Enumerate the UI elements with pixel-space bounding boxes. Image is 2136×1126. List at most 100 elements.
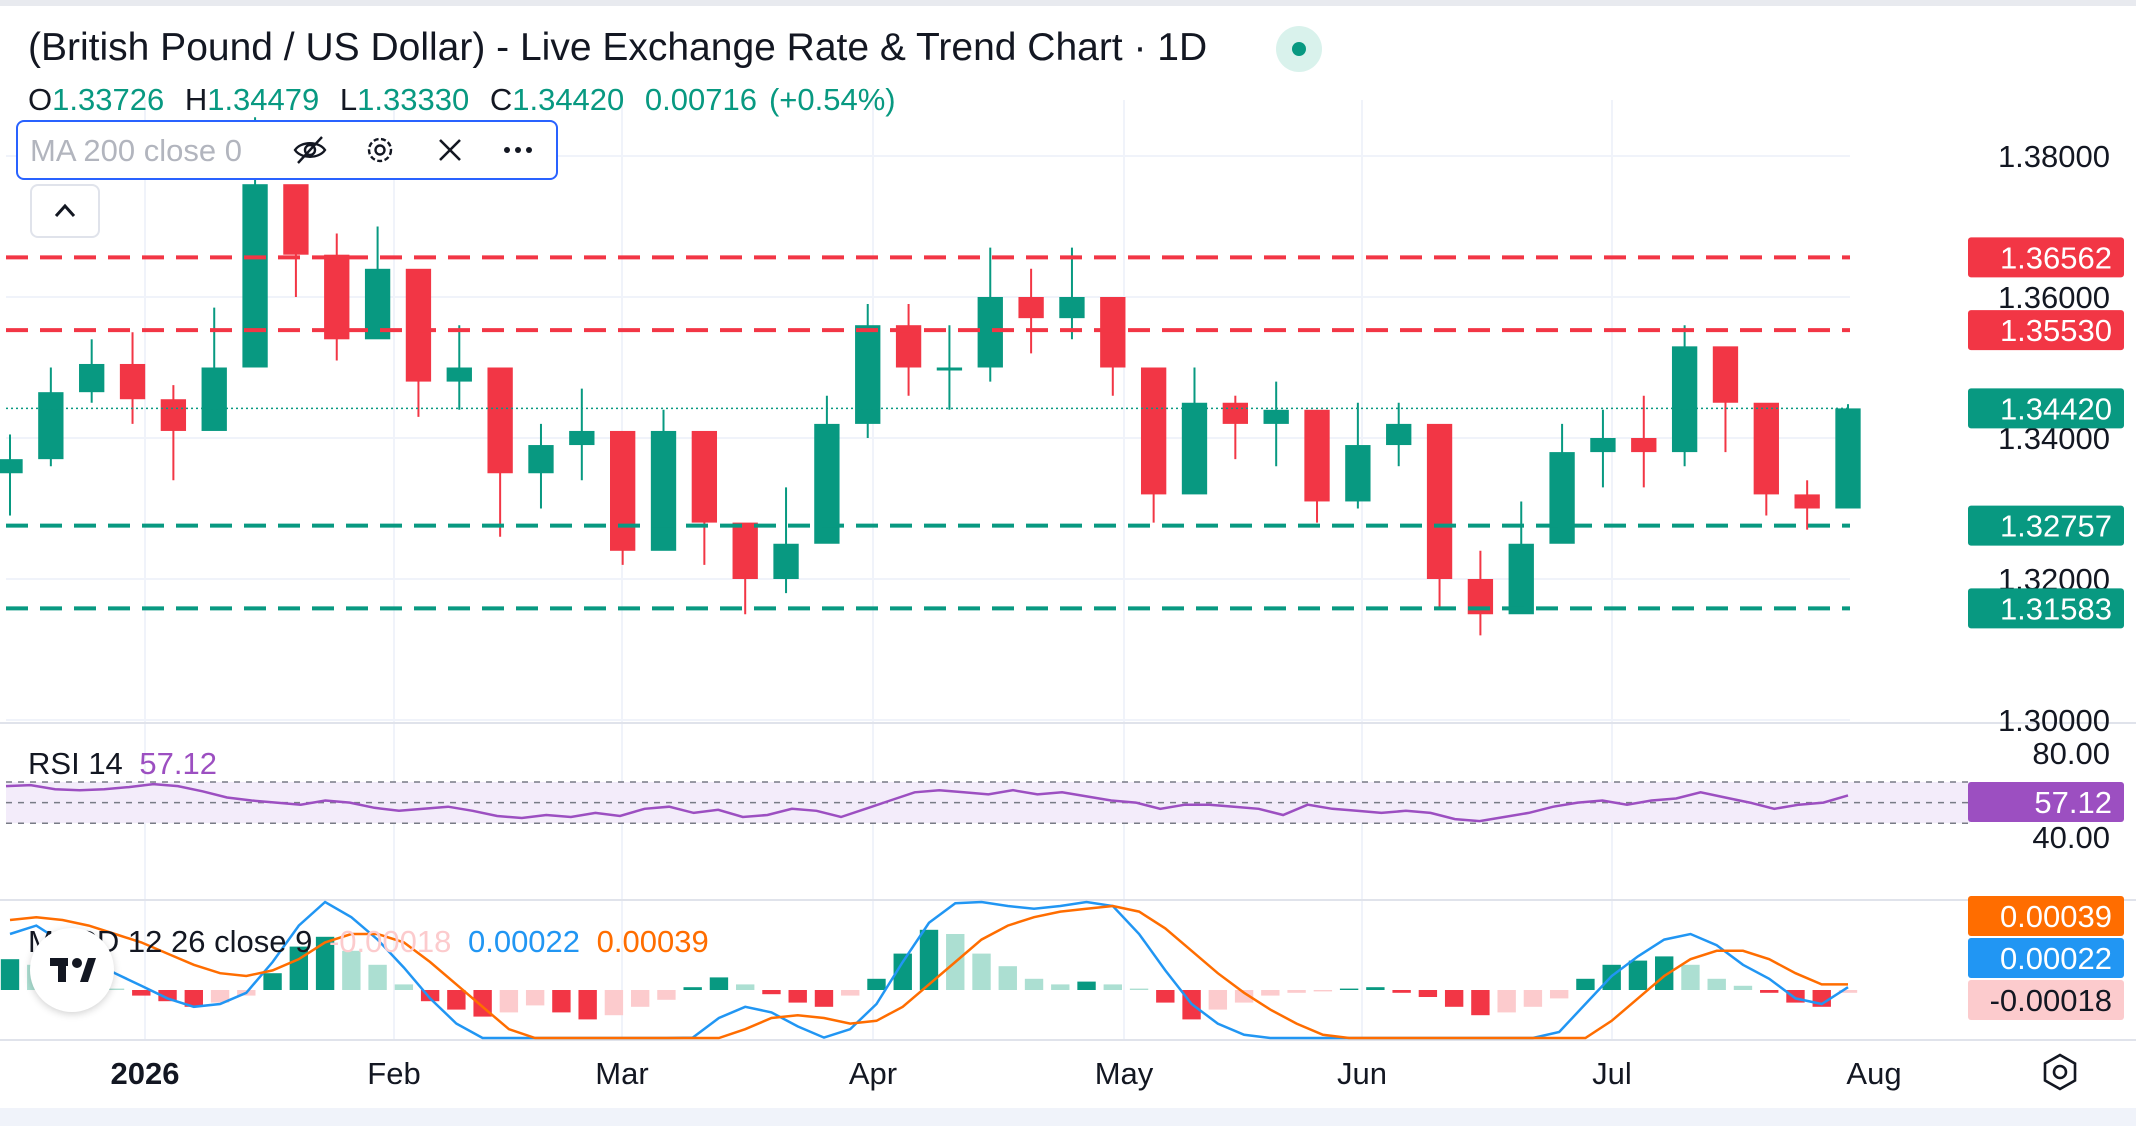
macd-legend-histogram: -0.00018: [328, 924, 452, 959]
time-axis-label: Apr: [849, 1056, 897, 1091]
macd-histogram-bar: [604, 990, 624, 1016]
ma-indicator-label: MA 200 close 0: [30, 133, 242, 168]
candle-body: [1590, 438, 1616, 453]
macd-histogram-bar: [1760, 990, 1779, 993]
price-axis-label: 1.38000: [1998, 139, 2110, 174]
candle-body: [446, 367, 472, 382]
time-axis-label: Mar: [595, 1056, 648, 1091]
macd-histogram-bar: [0, 959, 20, 990]
candle-body: [1794, 494, 1820, 509]
macd-histogram-bar: [762, 990, 781, 995]
macd-histogram-bar: [867, 978, 886, 990]
candle-body: [1835, 408, 1861, 509]
macd-histogram-bar: [1418, 990, 1438, 997]
macd-legend[interactable]: MACD 12 26 close 9 -0.00018 0.00022 0.00…: [28, 924, 709, 960]
rsi-value-tag: 57.12: [2034, 785, 2112, 820]
macd-pane: [0, 900, 1858, 1040]
candle-body: [650, 430, 677, 551]
open-value: 1.33726: [52, 82, 165, 117]
rsi-axis-label: 80.00: [2032, 736, 2110, 771]
candle-body: [364, 268, 391, 340]
price-axis-label: 1.30000: [1998, 703, 2110, 738]
ohlc-readout: O1.33726 H1.34479 L1.33330 C1.34420 0.00…: [28, 82, 908, 118]
high-value: 1.34479: [207, 82, 320, 117]
chart-settings-icon[interactable]: [2040, 1052, 2080, 1092]
candle-body: [732, 522, 758, 579]
eye-hidden-icon[interactable]: [292, 132, 328, 168]
candle-body: [977, 297, 1003, 368]
candle-body: [1549, 452, 1575, 544]
close-icon[interactable]: [432, 132, 468, 168]
market-open-status-icon[interactable]: [1276, 26, 1322, 72]
macd-histogram-bar: [919, 929, 939, 990]
ma-indicator-legend[interactable]: MA 200 close 0: [16, 120, 558, 180]
candle-body: [242, 184, 268, 368]
macd-histogram-bar: [1444, 990, 1464, 1007]
macd-value-tag-bg: [1968, 938, 2124, 978]
candle-body: [936, 367, 963, 371]
macd-histogram-bar: [1655, 956, 1674, 990]
macd-histogram-bar: [1392, 990, 1411, 993]
time-axis-label: May: [1095, 1056, 1154, 1091]
macd-histogram-bar: [1129, 988, 1149, 990]
macd-value-tag-bg: [1968, 896, 2124, 936]
macd-histogram-bar: [578, 990, 597, 1020]
candle-body: [1140, 367, 1167, 495]
macd-histogram-bar: [736, 984, 755, 990]
macd-histogram-bar: [1366, 987, 1385, 990]
macd-histogram-bar: [630, 990, 650, 1007]
macd-histogram-bar: [447, 990, 466, 1010]
candle-body: [283, 184, 309, 255]
last-price-tag: 1.34420: [2000, 391, 2112, 426]
macd-histogram-bar: [1051, 984, 1070, 990]
candle-body: [201, 367, 227, 431]
candle-body: [1304, 409, 1330, 502]
rsi-legend-label: RSI: [28, 746, 80, 781]
macd-histogram-bar: [893, 953, 912, 990]
low-key: L: [339, 82, 358, 117]
rsi-legend[interactable]: RSI 14 57.12: [28, 746, 217, 782]
candle-body: [855, 325, 881, 424]
macd-histogram-bar: [420, 990, 440, 1002]
support-price-tag-bg: [1968, 505, 2124, 546]
macd-histogram-bar: [184, 990, 203, 1007]
candle-body: [773, 543, 799, 579]
time-axis-label: Jul: [1592, 1056, 1632, 1091]
candle-body: [79, 363, 105, 393]
macd-line: [9, 900, 1849, 1040]
candle-body: [1059, 297, 1085, 319]
macd-histogram-bar: [1471, 990, 1490, 1016]
candle-body: [1753, 402, 1779, 495]
macd-value-tag: -0.00018: [1990, 983, 2112, 1018]
close-value: 1.34420: [512, 82, 625, 117]
macd-histogram-bar: [394, 984, 414, 990]
candle-body: [119, 363, 146, 400]
candle-body: [38, 392, 64, 460]
macd-histogram-bar: [1208, 990, 1228, 1010]
macd-histogram-bar: [814, 990, 834, 1007]
macd-histogram-bar: [1838, 990, 1858, 993]
candle-body: [1671, 346, 1698, 453]
macd-histogram-bar: [1077, 981, 1096, 990]
rsi-legend-length: 14: [88, 746, 123, 781]
macd-histogram-bar: [1733, 985, 1753, 990]
macd-histogram-bar: [1234, 990, 1254, 1003]
price-tags: 1.36562 1.35530 1.32757 1.31583 1.34420 57.12…: [1968, 237, 2124, 1020]
more-options-icon[interactable]: [500, 132, 536, 168]
macd-histogram-bar: [342, 950, 361, 990]
gear-icon[interactable]: [362, 132, 398, 168]
open-key: O: [28, 82, 53, 117]
candle-body: [528, 445, 554, 474]
candle-body: [1018, 297, 1044, 319]
macd-histogram-bar: [263, 973, 282, 990]
tradingview-logo[interactable]: [30, 928, 114, 1012]
macd-histogram-bar: [1628, 960, 1648, 990]
macd-histogram-bar: [368, 964, 387, 990]
macd-signal-line: [9, 904, 1848, 1040]
macd-value-tag: 0.00022: [2000, 941, 2112, 976]
candle-body: [1712, 346, 1739, 403]
collapse-legend-button[interactable]: [30, 184, 100, 238]
candle-body: [160, 399, 187, 431]
macd-histogram-bar: [683, 987, 702, 990]
